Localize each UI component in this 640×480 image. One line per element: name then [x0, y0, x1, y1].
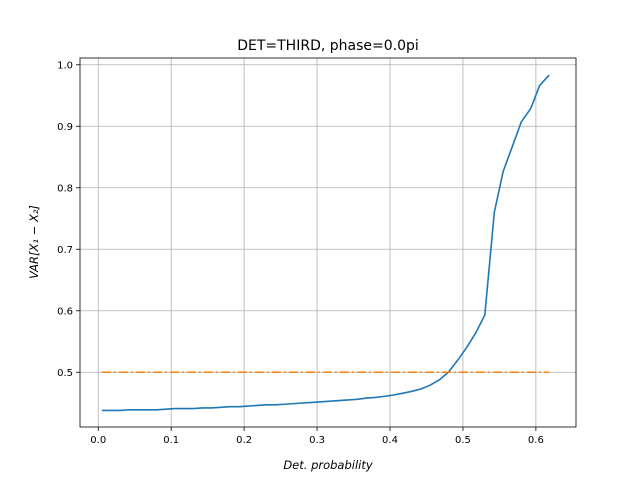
y-tick-label: 0.5: [57, 368, 73, 379]
x-tick-label: 0.0: [90, 435, 106, 446]
x-tick-label: 0.3: [309, 435, 325, 446]
y-axis-label: VAR[X₁ − X₂]: [27, 205, 41, 279]
x-tick-label: 0.5: [455, 435, 471, 446]
y-tick-label: 0.6: [57, 306, 73, 317]
x-tick-label: 0.2: [236, 435, 252, 446]
y-tick-label: 1.0: [57, 60, 73, 71]
y-axis-ticks: 0.5 0.6 0.7 0.8 0.9 1.0: [57, 60, 80, 379]
y-tick-label: 0.7: [57, 245, 73, 256]
x-tick-label: 0.1: [163, 435, 179, 446]
x-tick-label: 0.6: [528, 435, 544, 446]
series-line-1: [101, 74, 550, 412]
series-layer: [101, 74, 550, 412]
y-tick-label: 0.9: [57, 122, 73, 133]
plot-frame: [79, 57, 577, 428]
chart-title: DET=THIRD, phase=0.0pi: [237, 38, 419, 54]
grid-lines: [80, 58, 576, 427]
x-axis-ticks: 0.0 0.1 0.2 0.3 0.4 0.5 0.6: [90, 427, 544, 446]
y-tick-label: 0.8: [57, 183, 73, 194]
x-axis-label: Det. probability: [283, 458, 373, 472]
x-tick-label: 0.4: [382, 435, 398, 446]
